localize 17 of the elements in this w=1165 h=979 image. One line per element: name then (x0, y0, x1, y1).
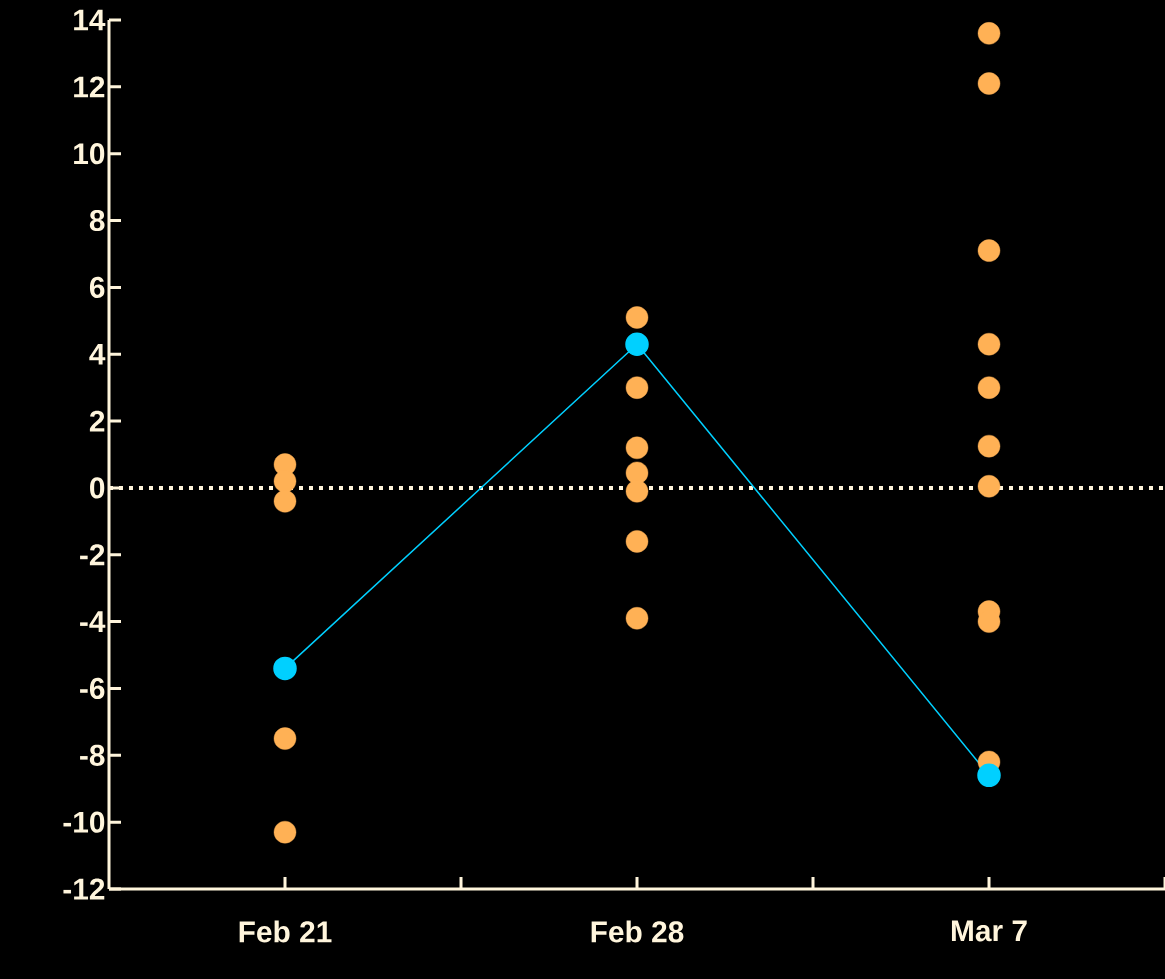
y-tick-label: 8 (89, 209, 105, 232)
y-tick-label: 0 (90, 477, 105, 499)
y-tick-label: 2 (89, 410, 105, 432)
y-tick-label: -10 (63, 811, 105, 833)
y-tick-label: 4 (89, 343, 106, 365)
y-tick-label: -4 (80, 611, 106, 632)
y-tick-label: 10 (74, 143, 105, 165)
y-tick-label: -6 (80, 677, 105, 700)
y-tick-label: -12 (63, 878, 105, 900)
x-tick-label: Feb 21 (239, 920, 332, 943)
y-tick-label: -2 (80, 544, 105, 566)
x-tick-label: Mar 7 (951, 920, 1027, 942)
y-tick-label: 6 (89, 276, 105, 298)
y-tick-label: 12 (74, 76, 105, 98)
y-tick-label: -8 (80, 744, 105, 766)
x-tick-label: Feb 28 (591, 920, 684, 943)
y-tick-label: 14 (74, 9, 106, 31)
